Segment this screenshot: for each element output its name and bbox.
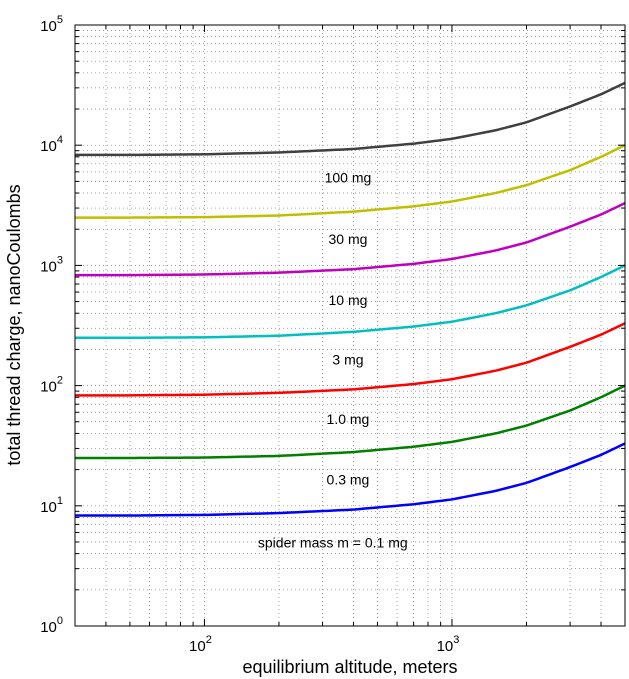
x-tick-label: 102 bbox=[189, 634, 212, 655]
series-line bbox=[75, 81, 626, 157]
series-line bbox=[75, 322, 626, 397]
series-line bbox=[75, 384, 626, 460]
x-axis-label: equilibrium altitude, meters bbox=[242, 657, 457, 677]
series-lines bbox=[75, 81, 626, 517]
y-tick-label: 100 bbox=[40, 615, 63, 636]
x-tick-label: 103 bbox=[437, 634, 460, 655]
tick-labels: 102 103 100 101 102 103 104 105 bbox=[40, 14, 459, 655]
y-tick-label: 103 bbox=[40, 254, 63, 275]
series-annotation: 30 mg bbox=[328, 231, 367, 247]
y-tick-label: 104 bbox=[40, 134, 63, 155]
y-tick-label: 102 bbox=[40, 375, 63, 396]
series-annotation: 10 mg bbox=[328, 292, 367, 308]
series-annotations: spider mass m = 0.1 mg 0.3 mg 1.0 mg 3 mg 10… bbox=[258, 169, 408, 550]
series-line bbox=[75, 144, 626, 219]
series-line bbox=[75, 264, 626, 340]
y-tick-label: 105 bbox=[40, 14, 63, 35]
series-line bbox=[75, 442, 626, 517]
y-axis-label: total thread charge, nanoCoulombs bbox=[4, 184, 24, 465]
plot-frame bbox=[74, 24, 626, 627]
series-annotation: 1.0 mg bbox=[327, 411, 370, 427]
series-annotation: 3 mg bbox=[332, 351, 363, 367]
series-annotation: spider mass m = 0.1 mg bbox=[258, 534, 408, 550]
series-line bbox=[75, 201, 626, 277]
series-annotation: 100 mg bbox=[325, 169, 372, 185]
series-annotation: 0.3 mg bbox=[327, 472, 370, 488]
y-tick-label: 101 bbox=[40, 495, 63, 516]
axis-ticks bbox=[74, 25, 626, 627]
